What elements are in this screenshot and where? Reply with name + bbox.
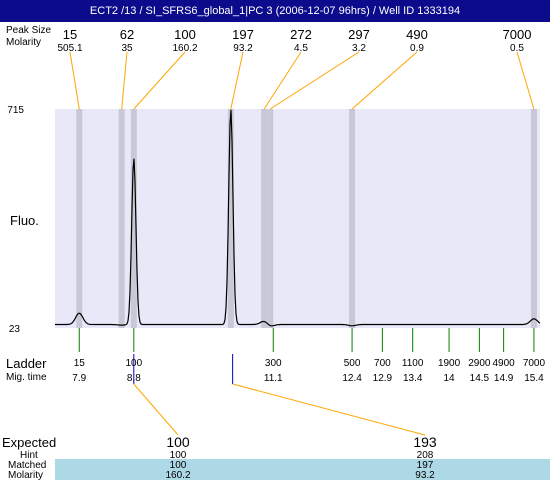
ladder-time-label: 14 [444,373,456,384]
trace-line [55,109,541,327]
ladder-size-label: 500 [344,358,361,369]
hint-value: 208 [417,450,434,461]
ladder-time-label: 8.8 [127,373,141,384]
ladder-size-label: 300 [265,358,282,369]
hint-value: 100 [170,450,187,461]
ladder-size-label: 2900 [468,358,491,369]
ladder-time-label: 12.4 [342,373,362,384]
ladder-time-label: 14.5 [470,373,490,384]
matched-value: 197 [417,460,434,471]
bottom-molarity-value: 93.2 [415,470,435,480]
ladder-size-label: 100 [125,358,142,369]
plot-area [55,109,540,328]
expected-row-label: Expected [2,435,56,450]
peak-band [227,109,234,328]
peak-band [267,109,274,328]
ladder-row-label: Ladder [6,356,47,371]
y-tick-label: 715 [7,105,24,116]
molarity-row-label: Molarity [6,37,41,48]
peak-connector [230,51,244,110]
chart-title: ECT2 /13 / SI_SFRS6_global_1|PC 3 (2006-… [0,0,550,22]
peak-band [349,109,356,328]
matched-row-background [55,459,550,480]
peak-molarity-label: 35 [121,43,133,54]
peak-size-label: 7000 [503,27,532,42]
peak-connector [121,51,128,110]
y-axis-label: Fluo. [10,213,39,228]
ladder-time-label: 15.4 [524,373,544,384]
expected-value: 100 [166,434,190,450]
peak-size-label: 62 [120,27,134,42]
expected-connector [133,383,179,436]
ladder-time-label: 13.4 [403,373,423,384]
peak-molarity-label: 0.5 [510,43,524,54]
peak-band [130,109,137,328]
peak-band [118,109,125,328]
peak-connector [263,51,302,110]
peak-connector [269,51,360,110]
peak-size-label: 490 [406,27,428,42]
ladder-size-label: 7000 [523,358,546,369]
ladder-time-label: 14.9 [494,373,514,384]
ladder-time-label: 11.1 [264,373,283,384]
ladder-size-label: 4900 [493,358,516,369]
peak-band [530,109,537,328]
hint-row-label: Hint [20,450,38,461]
peak-size-label: 197 [232,27,254,42]
matched-value: 100 [170,460,187,471]
peak-molarity-label: 93.2 [233,43,253,54]
ladder-size-label: 15 [74,358,86,369]
peak-connector [133,51,186,110]
ladder-size-label: 700 [374,358,391,369]
expected-connector [232,383,426,436]
peak-band [76,109,83,328]
ladder-size-label: 1900 [438,358,461,369]
peak-molarity-label: 505.1 [57,43,82,54]
peak-molarity-label: 3.2 [352,43,366,54]
peak-size-label: 297 [348,27,370,42]
peak-molarity-label: 4.5 [294,43,308,54]
peak-molarity-label: 0.9 [410,43,424,54]
peak-band [261,109,268,328]
expected-value: 193 [413,434,437,450]
peak-size-row-label: Peak Size [6,25,51,36]
peak-connector [516,51,535,110]
peak-size-label: 272 [290,27,312,42]
bottom-molarity-row-label: Molarity [8,470,43,480]
peak-molarity-label: 160.2 [172,43,197,54]
peak-connector [69,51,80,110]
ladder-time-label: 12.9 [373,373,393,384]
peak-connector [351,51,418,110]
y-tick-label: 23 [9,324,21,335]
peak-size-label: 100 [174,27,196,42]
ladder-size-label: 1100 [402,358,424,369]
matched-row-label: Matched [8,460,46,471]
ladder-time-label: 7.9 [72,373,86,384]
bottom-molarity-value: 160.2 [165,470,190,480]
mig-time-row-label: Mig. time [6,372,47,383]
peak-size-label: 15 [63,27,77,42]
